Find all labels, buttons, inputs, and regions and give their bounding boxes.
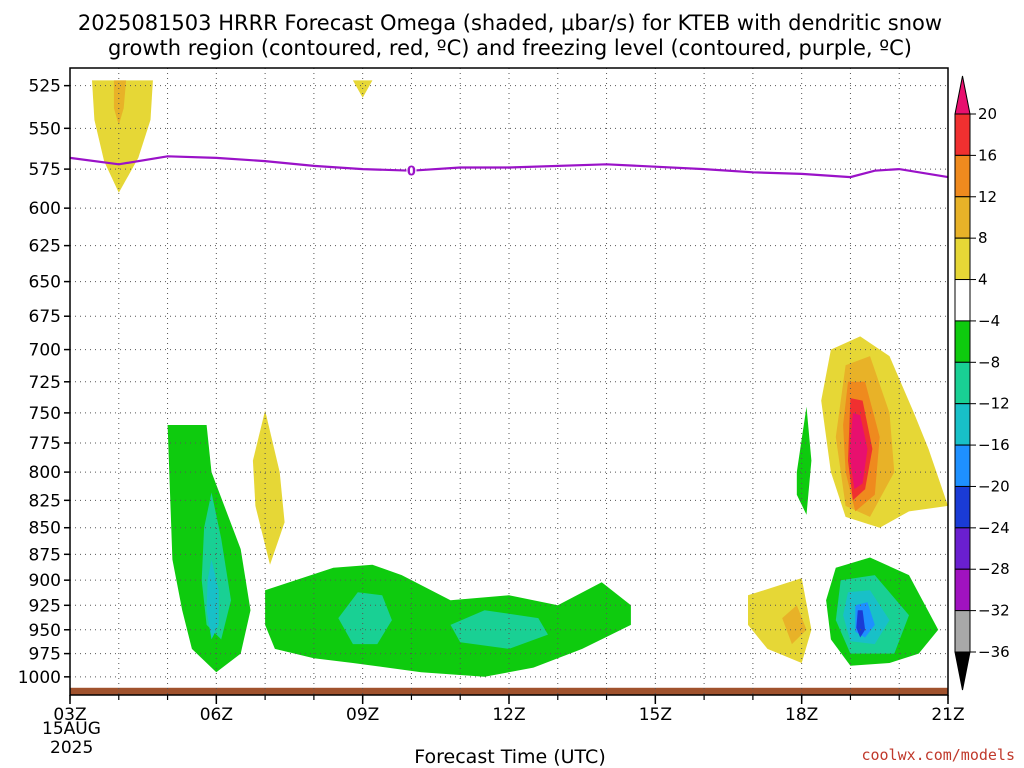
colorbar-label-12: −32 — [978, 602, 1010, 620]
omega-colorbar: 20 16 12 8 4 −4 −8 −12 −16 −20 −24 −28 −32 −36 — [954, 75, 1010, 691]
omega-region-8 — [338, 592, 392, 645]
x-tick-label-15Z: 15Z — [639, 705, 672, 725]
y-tick-label-600: 600 — [29, 199, 61, 219]
colorbar-swatch-3 — [954, 237, 971, 281]
colorbar-label-9: −20 — [978, 477, 1010, 495]
colorbar-swatch-9 — [954, 485, 971, 529]
y-tick-label-525: 525 — [29, 77, 61, 97]
x-tick-label-09Z: 09Z — [346, 705, 379, 725]
colorbar-swatch-5 — [954, 320, 971, 363]
colorbar-label-10: −24 — [978, 519, 1010, 537]
colorbar-label-8: −16 — [978, 436, 1010, 454]
colorbar-label-4: 4 — [978, 271, 988, 289]
colorbar-swatch-0 — [954, 113, 971, 156]
colorbar-swatch-10 — [954, 527, 971, 570]
omega-region-1 — [113, 80, 127, 125]
colorbar-label-1: 16 — [978, 146, 997, 164]
colorbar-swatch-12 — [954, 610, 971, 653]
colorbar-label-2: 12 — [978, 188, 997, 206]
colorbar-label-6: −8 — [978, 353, 1000, 371]
x-date-label-day: 15AUG — [42, 719, 101, 739]
colorbar-label-11: −28 — [978, 560, 1010, 578]
colorbar-bottom-cap — [954, 651, 971, 691]
y-tick-label-625: 625 — [29, 237, 61, 257]
y-tick-label-550: 550 — [29, 119, 61, 139]
x-axis-time-ticks: 03Z 06Z 09Z 12Z 15Z 18Z 21Z — [53, 695, 965, 725]
colorbar-swatch-7 — [954, 403, 971, 446]
omega-region-6 — [206, 559, 219, 640]
omega-region-2 — [352, 80, 373, 98]
omega-region-10 — [748, 578, 812, 663]
x-date-label-year: 2025 — [50, 738, 93, 758]
site-credit: coolwx.com/models — [861, 746, 1015, 764]
omega-region-7 — [265, 564, 631, 677]
y-tick-label-575: 575 — [29, 160, 61, 180]
y-tick-label-925: 925 — [29, 596, 61, 616]
omega-region-0 — [92, 80, 153, 193]
colorbar-swatch-4 — [954, 279, 971, 322]
omega-region-17 — [849, 412, 868, 490]
y-tick-label-850: 850 — [29, 519, 61, 539]
y-tick-label-650: 650 — [29, 273, 61, 293]
freezing-level-label: 0 — [407, 165, 416, 180]
y-tick-label-825: 825 — [29, 491, 61, 511]
x-tick-label-06Z: 06Z — [200, 705, 233, 725]
y-tick-label-775: 775 — [29, 434, 61, 454]
y-tick-label-950: 950 — [29, 621, 61, 641]
y-tick-label-875: 875 — [29, 545, 61, 565]
y-tick-label-1000: 1000 — [18, 668, 61, 688]
y-tick-label-900: 900 — [29, 571, 61, 591]
y-tick-label-725: 725 — [29, 373, 61, 393]
omega-region-22 — [856, 610, 866, 638]
colorbar-label-7: −12 — [978, 395, 1010, 413]
surface-terrain — [70, 687, 948, 695]
colorbar-label-3: 8 — [978, 229, 988, 247]
omega-region-3 — [252, 410, 285, 565]
y-tick-label-700: 700 — [29, 341, 61, 361]
chart-title-line-2: growth region (contoured, red, ºC) and f… — [108, 36, 912, 60]
colorbar-label-5: −4 — [978, 312, 1000, 330]
x-tick-label-18Z: 18Z — [785, 705, 818, 725]
y-tick-label-675: 675 — [29, 307, 61, 327]
y-tick-label-750: 750 — [29, 404, 61, 424]
colorbar-label-13: −36 — [978, 643, 1010, 661]
omega-region-11 — [782, 605, 807, 645]
colorbar-top-cap — [954, 75, 971, 115]
omega-region-12 — [796, 406, 812, 515]
x-tick-label-21Z: 21Z — [931, 705, 964, 725]
chart-title-line-1: 2025081503 HRRR Forecast Omega (shaded, … — [78, 11, 942, 35]
omega-shaded-regions — [70, 80, 948, 695]
colorbar-swatch-11 — [954, 568, 971, 612]
y-axis-pressure-ticks: 525 550 575 600 625 650 675 700 725 750 775 800 825 8… — [18, 77, 70, 688]
colorbar-swatch-2 — [954, 196, 971, 239]
omega-region-9 — [450, 610, 548, 649]
colorbar-swatch-6 — [954, 361, 971, 405]
x-axis-title: Forecast Time (UTC) — [414, 746, 605, 768]
x-tick-label-12Z: 12Z — [492, 705, 525, 725]
y-tick-label-800: 800 — [29, 463, 61, 483]
x-tick-label-03Z: 03Z — [53, 705, 86, 725]
colorbar-swatch-8 — [954, 444, 971, 487]
colorbar-swatch-1 — [954, 154, 971, 198]
colorbar-label-0: 20 — [978, 105, 997, 123]
freezing-level-layer: 0 — [69, 155, 949, 180]
freezing-level-line — [69, 155, 949, 179]
freezing-level-label-bg — [406, 162, 417, 178]
y-tick-label-975: 975 — [29, 645, 61, 665]
